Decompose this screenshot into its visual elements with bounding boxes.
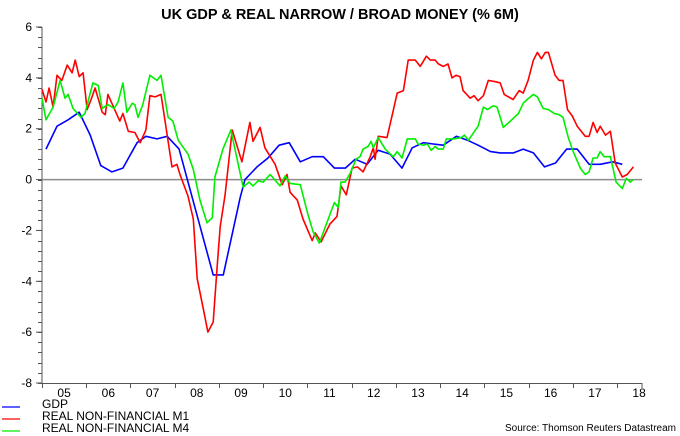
series-lines: [41, 51, 635, 333]
series-line-real-non-financial-m1: [41, 51, 635, 333]
x-tick-label: 11: [323, 386, 336, 400]
y-tick-label: -6: [21, 325, 32, 339]
x-tick-label: 08: [190, 386, 204, 400]
y-tick-label: 0: [25, 173, 32, 187]
y-tick-label: -4: [21, 274, 32, 288]
y-tick-label: 2: [25, 122, 32, 136]
chart-title: UK GDP & REAL NARROW / BROAD MONEY (% 6M…: [161, 7, 519, 23]
legend-label: REAL NON-FINANCIAL M1: [42, 409, 189, 423]
x-tick-label: 16: [544, 386, 558, 400]
x-tick-label: 07: [146, 386, 160, 400]
x-tick-label: 14: [456, 386, 470, 400]
series-line-real-non-financial-m4: [41, 74, 634, 244]
x-tick-label: 15: [500, 386, 514, 400]
y-tick-label: 4: [25, 71, 32, 85]
x-tick-label: 09: [234, 386, 248, 400]
axes: 6 4 2 0 -2 -4 -6 -8 05 06 07 08 09 10 11 12 13 14 15 16 17 18: [21, 20, 646, 400]
legend-label: GDP: [42, 397, 68, 411]
x-tick-label: 18: [632, 386, 646, 400]
x-tick-label: 06: [102, 386, 116, 400]
x-tick-label: 05: [57, 386, 71, 400]
x-tick-label: 17: [588, 386, 602, 400]
legend-label: REAL NON-FINANCIAL M4: [42, 421, 189, 435]
x-tick-label: 10: [279, 386, 293, 400]
series-line-gdp: [45, 111, 623, 276]
y-tick-label: 6: [25, 20, 32, 34]
x-tick-label: 13: [411, 386, 425, 400]
y-tick-label: -2: [21, 223, 32, 237]
source-note: Source: Thomson Reuters Datastream: [505, 423, 676, 434]
x-tick-label: 12: [367, 386, 381, 400]
y-tick-label: -8: [21, 376, 32, 390]
